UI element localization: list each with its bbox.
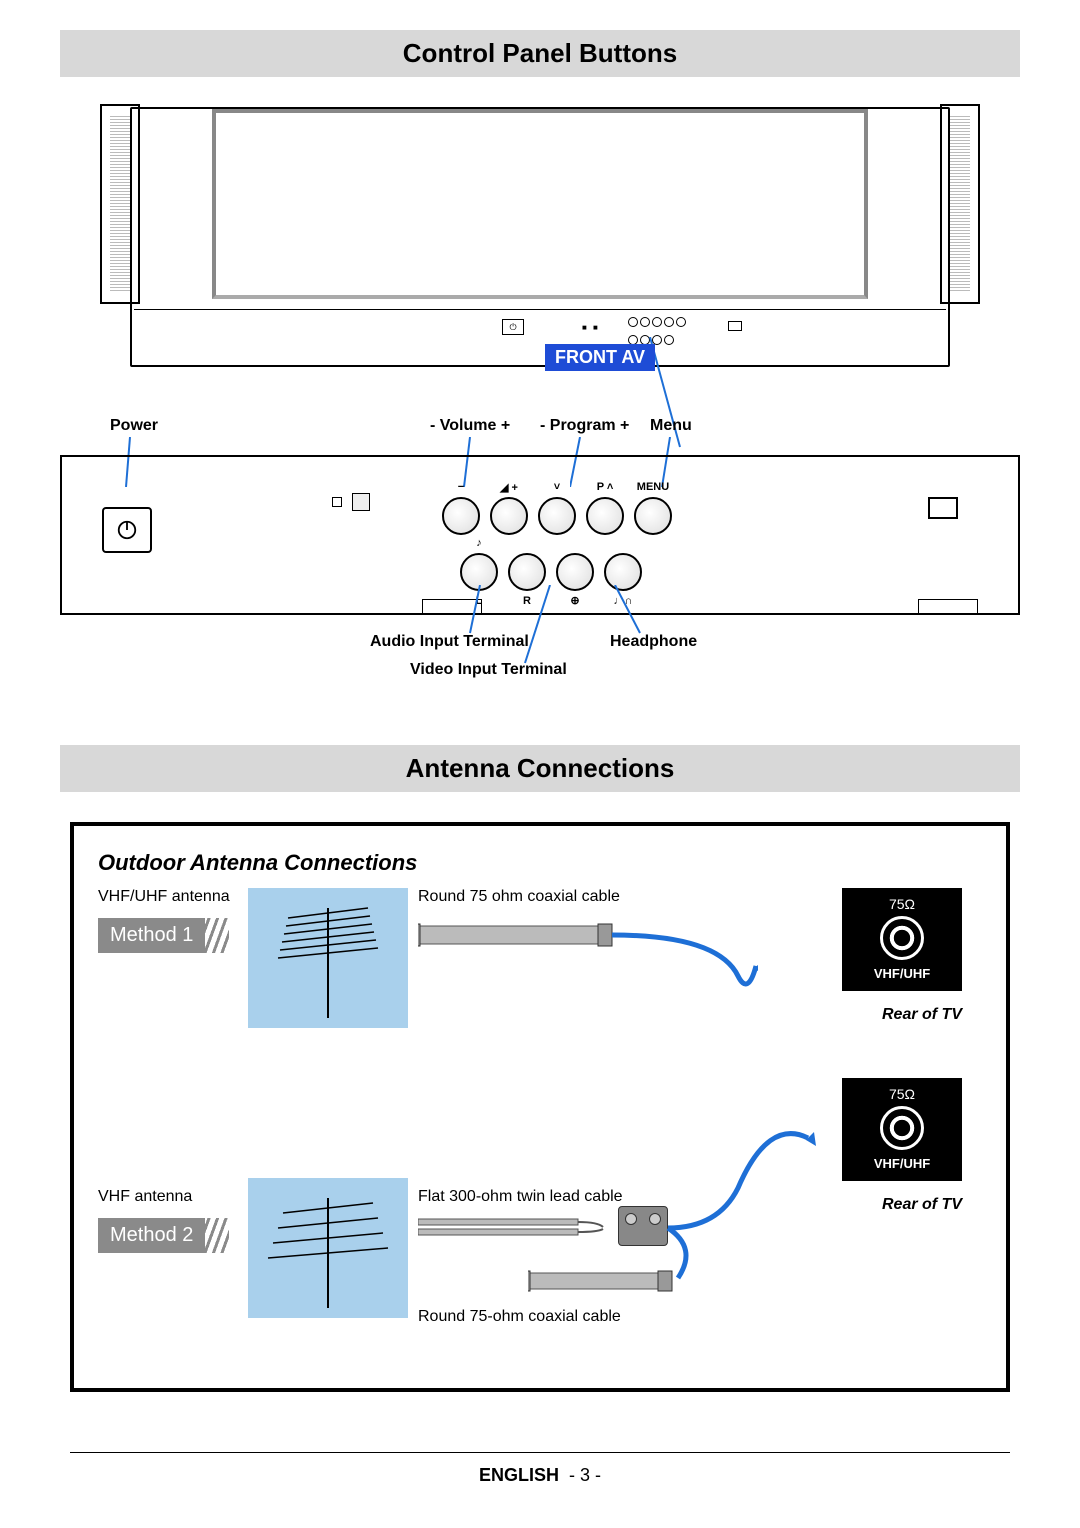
section-header-antenna: Antenna Connections — [60, 745, 1020, 792]
knob-prog-down: ˅ — [538, 497, 576, 535]
method-1-tag: Method 1 — [98, 918, 205, 953]
m2-blue-path — [658, 1088, 838, 1288]
m1-ohm: 75Ω — [842, 896, 962, 912]
power-icon — [116, 519, 138, 541]
coax-connector-icon — [880, 916, 924, 960]
m1-antenna-panel — [248, 888, 408, 1028]
vhf-antenna-icon — [248, 1178, 408, 1318]
panel-slot-right — [928, 497, 958, 519]
tv-screen — [212, 109, 868, 299]
pointer-headphone — [610, 585, 650, 635]
m2-rear-caption: Rear of TV — [882, 1196, 962, 1214]
label-menu: Menu — [650, 417, 692, 435]
power-button — [102, 507, 152, 553]
tv-panel-strip — [134, 309, 946, 365]
label-program: - Program + — [540, 417, 629, 435]
antenna-subtitle: Outdoor Antenna Connections — [98, 850, 982, 876]
m2-antenna-label: VHF antenna — [98, 1188, 192, 1206]
label-audio-input: Audio Input Terminal — [370, 633, 529, 651]
m2-round-cable-label: Round 75-ohm coaxial cable — [418, 1308, 621, 1326]
m1-rear-connector: 75Ω VHF/UHF — [842, 888, 962, 991]
method-2-row: 75Ω VHF/UHF Rear of TV VHF antenna Metho… — [98, 1098, 982, 1358]
m1-cable — [418, 916, 758, 1036]
m2-rear-connector: 75Ω VHF/UHF — [842, 1078, 962, 1181]
tv-front-diagram: ⏻ ■ ■ — [80, 107, 1000, 367]
knob-vol-plus: ◢ + — [490, 497, 528, 535]
footer-page-number: - 3 - — [569, 1465, 601, 1485]
mini-power-icon: ⏻ — [502, 319, 524, 335]
coax-connector-icon — [880, 1106, 924, 1150]
antenna-connections-box: Outdoor Antenna Connections VHF/UHF ante… — [70, 822, 1010, 1392]
knob-row-top: − ◢ + ˅ P ˄ MENU — [442, 497, 672, 535]
method-2-tag: Method 2 — [98, 1218, 205, 1253]
panel-foot-right — [918, 599, 978, 613]
panel-bottom-labels: Audio Input Terminal Headphone Video Inp… — [60, 625, 1020, 685]
m2-antenna-panel — [248, 1178, 408, 1318]
page-footer: ENGLISH - 3 - — [70, 1452, 1010, 1486]
label-headphone: Headphone — [610, 633, 697, 651]
indicator-led-2 — [352, 493, 370, 511]
mini-indicator-dots: ■ ■ — [582, 323, 600, 332]
m1-vhf-label: VHF/UHF — [842, 966, 962, 981]
mini-slot — [728, 321, 742, 331]
m1-cable-label: Round 75 ohm coaxial cable — [418, 888, 620, 906]
knob-menu: MENU — [634, 497, 672, 535]
label-power: Power — [110, 417, 158, 435]
tv-bezel: ⏻ ■ ■ — [130, 107, 950, 367]
m1-rear-caption: Rear of TV — [882, 1006, 962, 1024]
panel-closeup-wrap: Power - Volume + - Program + Menu − ◢ + … — [60, 417, 1020, 685]
m2-flat-cable-label: Flat 300-ohm twin lead cable — [418, 1188, 623, 1206]
pointer-video — [520, 585, 560, 665]
method-1-row: VHF/UHF antenna Method 1 Round 75 ohm co… — [98, 888, 982, 1098]
m2-ohm: 75Ω — [842, 1086, 962, 1102]
indicator-led-1 — [332, 497, 342, 507]
knob-vol-minus: − — [442, 497, 480, 535]
m1-antenna-label: VHF/UHF antenna — [98, 888, 230, 906]
vhf-uhf-antenna-icon — [248, 888, 408, 1028]
section-header-control-panel: Control Panel Buttons — [60, 30, 1020, 77]
front-av-badge: FRONT AV — [545, 344, 655, 371]
pointer-audio — [460, 585, 490, 635]
knob-video-in: ⊕ — [556, 553, 594, 591]
panel-top-labels: Power - Volume + - Program + Menu — [60, 417, 1020, 447]
m2-flat-cable — [418, 1213, 618, 1243]
label-volume: - Volume + — [430, 417, 510, 435]
m2-vhf-label: VHF/UHF — [842, 1156, 962, 1171]
footer-language: ENGLISH — [479, 1465, 559, 1485]
knob-prog-up: P ˄ — [586, 497, 624, 535]
